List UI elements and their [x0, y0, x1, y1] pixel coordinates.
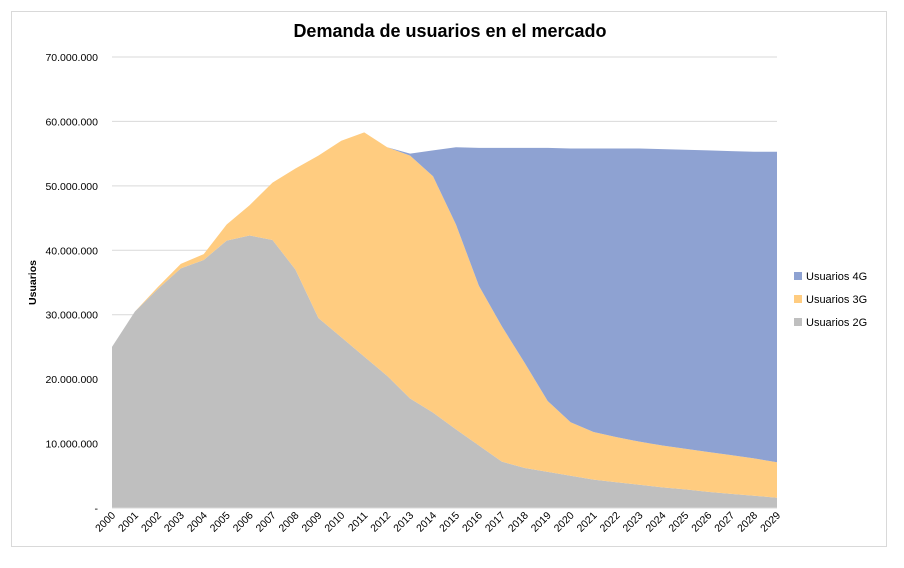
x-tick-label: 2013 — [391, 510, 416, 535]
area-usuarios-2g — [112, 235, 777, 508]
x-tick-label: 2027 — [712, 510, 737, 535]
x-tick-label: 2023 — [621, 510, 646, 535]
area-usuarios-4g — [112, 132, 777, 463]
y-axis-title: Usuarios — [27, 260, 39, 305]
y-tick-label: 50.000.000 — [45, 181, 98, 193]
chart-canvas: - 10.000.000 20.000.000 30.000.000 40.000.00… — [27, 52, 867, 535]
x-tick-label: 2018 — [506, 510, 531, 535]
x-tick-label: 2002 — [139, 510, 164, 535]
y-tick-label: 10.000.000 — [45, 439, 98, 451]
x-tick-label: 2025 — [666, 510, 691, 535]
y-tick-labels: - 10.000.000 20.000.000 30.000.000 40.000.00… — [45, 52, 98, 515]
legend-label: Usuarios 2G — [806, 317, 867, 329]
x-tick-label: 2014 — [414, 510, 439, 535]
x-tick-label: 2022 — [598, 510, 623, 535]
x-tick-label: 2028 — [735, 510, 760, 535]
y-tick-label: 60.000.000 — [45, 116, 98, 128]
x-tick-label: 2016 — [460, 510, 485, 535]
x-tick-label: 2019 — [529, 510, 554, 535]
x-tick-label: 2015 — [437, 510, 462, 535]
x-tick-label: 2029 — [758, 510, 783, 535]
legend-swatch — [794, 272, 802, 280]
series-areas — [112, 132, 777, 508]
y-tick-label: 20.000.000 — [45, 374, 98, 386]
y-tick-label: 30.000.000 — [45, 310, 98, 322]
y-tick-label: 70.000.000 — [45, 52, 98, 64]
x-tick-label: 2026 — [689, 510, 714, 535]
x-tick-label: 2024 — [643, 510, 668, 535]
x-tick-labels: 2000200120022003200420052006200720082009… — [93, 510, 783, 535]
x-tick-label: 2017 — [483, 510, 508, 535]
x-tick-label: 2010 — [322, 510, 347, 535]
x-tick-label: 2011 — [346, 510, 371, 535]
x-tick-label: 2003 — [162, 510, 187, 535]
x-tick-label: 2012 — [368, 510, 393, 535]
legend-swatch — [794, 295, 802, 303]
x-tick-label: 2007 — [254, 510, 279, 535]
area-usuarios-3g — [112, 132, 777, 498]
x-tick-label: 2004 — [185, 510, 210, 535]
chart-title: Demanda de usuarios en el mercado — [293, 21, 607, 41]
y-tick-label: 40.000.000 — [45, 245, 98, 257]
chart-frame: Demanda de usuarios en el mercado - 10.00… — [11, 11, 887, 547]
x-tick-label: 2009 — [299, 510, 324, 535]
legend: Usuarios 4G Usuarios 3G Usuarios 2G — [794, 271, 867, 329]
x-tick-label: 2001 — [116, 510, 141, 535]
x-tick-label: 2021 — [575, 510, 600, 535]
x-tick-label: 2006 — [231, 510, 256, 535]
x-tick-label: 2020 — [552, 510, 577, 535]
x-tick-label: 2005 — [208, 510, 233, 535]
legend-label: Usuarios 3G — [806, 294, 867, 306]
x-tick-label: 2008 — [277, 510, 302, 535]
legend-label: Usuarios 4G — [806, 271, 867, 283]
y-tick-label: - — [95, 503, 99, 515]
legend-swatch — [794, 318, 802, 326]
